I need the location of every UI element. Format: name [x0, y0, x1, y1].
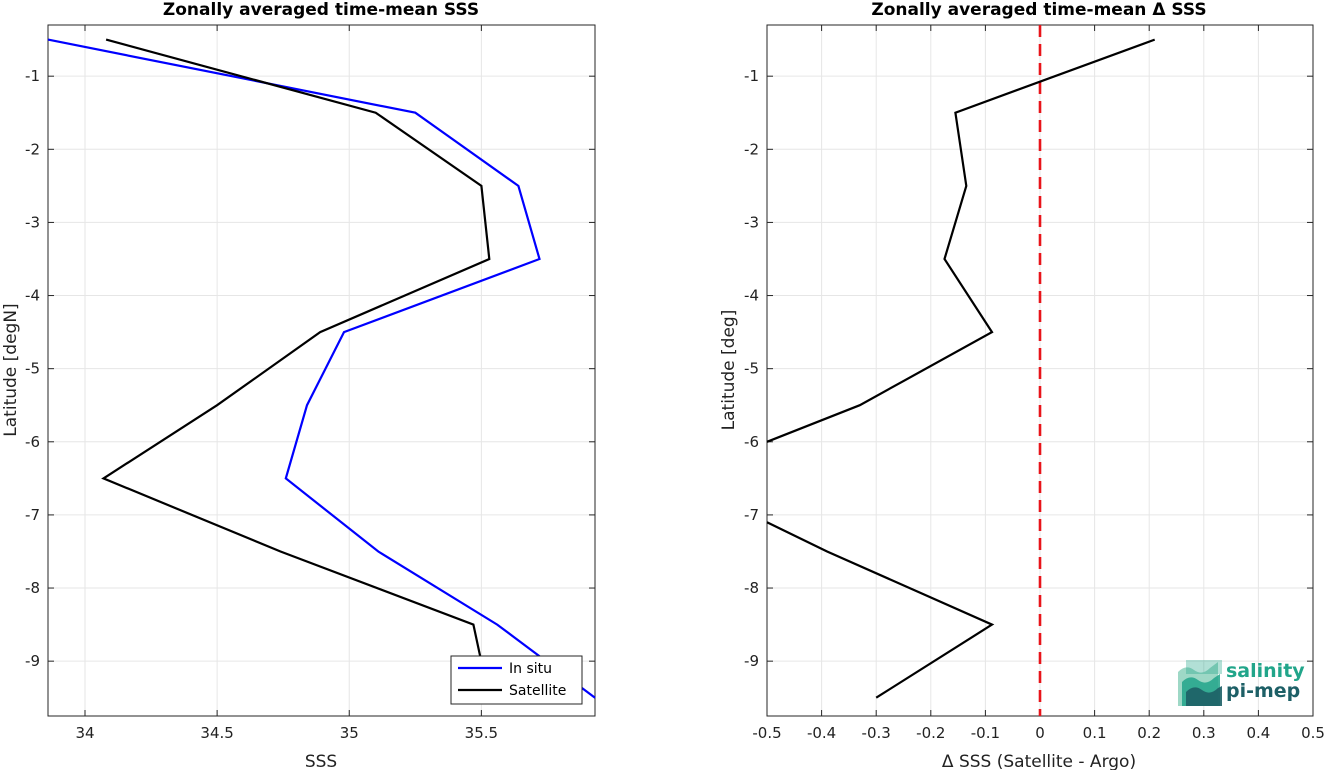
sss-panel-xlabel: SSS	[305, 752, 337, 770]
series-line-in-situ	[47, 38, 596, 699]
sss-panel-ticks: 34 34.5 35 35.5 -1 -2 -3 -4 -5 -6 -7 -8 -9	[25, 25, 595, 742]
delta-sss-xtick-label: -0.4	[807, 724, 836, 742]
delta-sss-ytick-label: -8	[744, 579, 759, 597]
delta-sss-ytick-label: -1	[744, 67, 759, 85]
delta-sss-xtick-label: -0.1	[971, 724, 1000, 742]
sss-panel-title: Zonally averaged time-mean SSS	[163, 0, 479, 20]
sss-ytick-label: -5	[25, 360, 40, 378]
sss-ytick-label: -4	[25, 287, 40, 305]
sss-ytick-label: -6	[25, 433, 40, 451]
delta-sss-panel-series	[766, 25, 1156, 716]
delta-sss-xtick-label: -0.2	[916, 724, 945, 742]
delta-sss-xtick-label: 0.1	[1083, 724, 1107, 742]
delta-sss-xtick-label: -0.5	[752, 724, 781, 742]
delta-sss-ytick-label: -5	[744, 360, 759, 378]
sss-ytick-label: -2	[25, 140, 40, 158]
legend-box	[450, 655, 583, 705]
delta-sss-panel-ylabel: Latitude [deg]	[719, 310, 739, 431]
delta-sss-xtick-label: 0	[1035, 724, 1045, 742]
series-line-delta-sss-segment-2	[766, 521, 995, 699]
legend: In situ Satellite	[450, 655, 583, 705]
delta-sss-ytick-label: -2	[744, 140, 759, 158]
delta-sss-xtick-label: 0.5	[1301, 724, 1325, 742]
sss-panel-grid	[48, 25, 595, 716]
delta-sss-panel-title: Zonally averaged time-mean Δ SSS	[871, 0, 1206, 20]
delta-sss-ytick-label: -3	[744, 213, 759, 231]
delta-sss-ytick-label: -7	[744, 506, 759, 524]
delta-sss-ytick-label: -4	[744, 287, 759, 305]
logo-text-pi-mep: pi-mep	[1226, 680, 1300, 702]
delta-sss-xtick-label: 0.4	[1246, 724, 1270, 742]
legend-label-satellite: Satellite	[509, 683, 566, 699]
sss-ytick-label: -7	[25, 506, 40, 524]
sss-xtick-label: 34	[75, 724, 94, 742]
legend-label-in-situ: In situ	[509, 661, 552, 677]
sss-panel-frame	[47, 24, 596, 717]
series-line-satellite	[101, 38, 491, 688]
wave-logo-icon	[1178, 660, 1222, 706]
salinity-pi-mep-logo: salinity pi-mep	[1178, 660, 1305, 706]
delta-sss-panel: -0.5 -0.4 -0.3 -0.2 -0.1 0 0.1 0.2 0.3 0.4 0.5 -1 -2…	[719, 0, 1325, 770]
sss-panel: 34 34.5 35 35.5 -1 -2 -3 -4 -5 -6 -7 -8 -9 Zonally a…	[1, 0, 596, 770]
sss-xtick-label: 35	[340, 724, 359, 742]
delta-sss-panel-xlabel: Δ SSS (Satellite - Argo)	[942, 752, 1136, 770]
sss-ytick-label: -8	[25, 579, 40, 597]
logo-text-salinity: salinity	[1226, 660, 1305, 682]
delta-sss-xtick-label: 0.2	[1137, 724, 1161, 742]
sss-xtick-label: 34.5	[200, 724, 233, 742]
delta-sss-ytick-label: -9	[744, 652, 759, 670]
series-line-delta-sss-segment-1	[766, 38, 1156, 443]
delta-sss-xtick-label: -0.3	[862, 724, 891, 742]
sss-xtick-label: 35.5	[465, 724, 498, 742]
sss-panel-series	[47, 38, 596, 699]
sss-ytick-label: -3	[25, 213, 40, 231]
delta-sss-ytick-label: -6	[744, 433, 759, 451]
sss-ytick-label: -1	[25, 67, 40, 85]
delta-sss-xtick-label: 0.3	[1192, 724, 1216, 742]
delta-sss-panel-ticks: -0.5 -0.4 -0.3 -0.2 -0.1 0 0.1 0.2 0.3 0.4 0.5 -1 -2…	[744, 25, 1325, 742]
sss-ytick-label: -9	[25, 652, 40, 670]
sss-panel-ylabel: Latitude [degN]	[1, 303, 21, 436]
